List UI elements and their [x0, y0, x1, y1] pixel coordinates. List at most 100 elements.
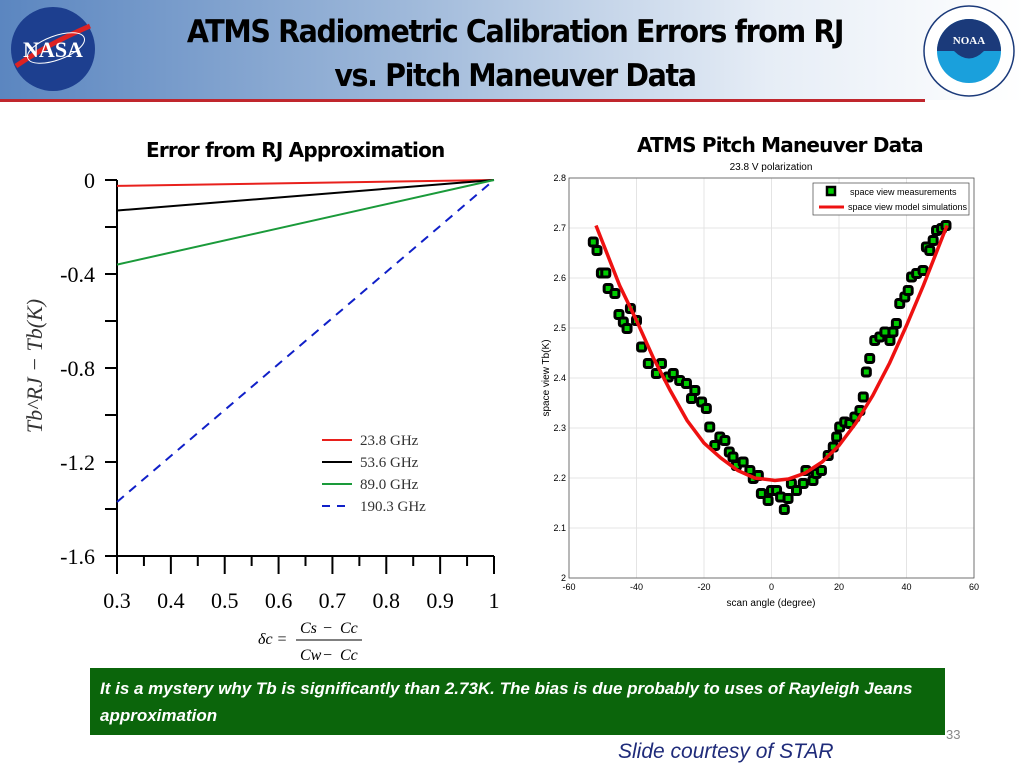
y-tick-label: -1.6 — [60, 544, 95, 569]
figure-panel — [540, 158, 986, 612]
legend-label-measurements: space view measurements — [850, 187, 957, 197]
data-point — [890, 318, 902, 329]
data-point — [704, 421, 716, 433]
data-point — [778, 504, 790, 515]
data-point — [831, 431, 843, 443]
legend-marker-measurements — [825, 185, 837, 197]
data-point — [884, 335, 896, 346]
data-point — [917, 265, 929, 276]
x-tick-label: 0.8 — [373, 588, 401, 613]
formula-num-b: Cc — [340, 620, 358, 637]
formula-lhs: δc = — [258, 631, 287, 648]
y-tick-label: -0.4 — [60, 262, 95, 287]
y-tick-label: 0 — [84, 168, 95, 193]
y-tick-label: 2.5 — [553, 323, 566, 333]
x-tick-label: 1 — [489, 588, 500, 613]
nasa-logo: NASA — [11, 7, 95, 91]
x-tick-label: 20 — [834, 582, 844, 592]
data-point — [700, 403, 712, 414]
data-point — [737, 456, 749, 468]
legend: space view measurements space view model… — [812, 182, 970, 216]
legend-label: 53.6 GHz — [360, 455, 419, 471]
y-tick-label: 2.1 — [553, 523, 566, 533]
data-point — [680, 378, 692, 389]
data-point — [621, 323, 633, 334]
data-point — [755, 488, 767, 499]
x-tick-label: 0 — [769, 582, 774, 592]
data-point — [709, 440, 721, 451]
data-point — [642, 358, 654, 369]
x-tick-label: -60 — [562, 582, 575, 592]
x-tick-label: -20 — [697, 582, 710, 592]
title-line-2: vs. Pitch Maneuver Data — [334, 58, 697, 94]
slide-title: ATMS Radiometric Calibration Errors from… — [152, 10, 879, 98]
x-axis-label: scan angle (degree) — [727, 598, 816, 609]
y-tick-label: 2.6 — [553, 273, 566, 283]
y-tick-label: -0.8 — [60, 356, 95, 381]
x-tick-label: 60 — [969, 582, 979, 592]
x-tick-label: 0.6 — [265, 588, 293, 613]
x-tick-label: -40 — [630, 582, 643, 592]
y-axis-label: space view Tb(K) — [541, 339, 552, 416]
y-tick-label: 2.3 — [553, 423, 566, 433]
left-chart-title: Error from RJ Approximation — [146, 138, 445, 162]
y-tick-label: 2.8 — [553, 173, 566, 183]
slide-courtesy: Slide courtesy of STAR — [618, 740, 834, 763]
formula-num-a: Cs — [300, 620, 317, 637]
y-tick-label: 2.2 — [553, 473, 566, 483]
header-divider — [0, 99, 925, 102]
legend-label: 23.8 GHz — [360, 433, 419, 449]
data-point — [719, 435, 731, 446]
x-tick-label: 0.9 — [426, 588, 454, 613]
legend: 23.8 GHz 53.6 GHz 89.0 GHz 190.3 GHz — [322, 433, 426, 515]
data-point — [815, 465, 827, 476]
data-point — [762, 495, 774, 506]
y-axis-label: Tb^RJ − Tb(K) — [22, 299, 47, 433]
title-line-1: ATMS Radiometric Calibration Errors from… — [186, 14, 845, 50]
y-tick-label: -1.2 — [60, 450, 95, 475]
x-tick-label: 0.5 — [211, 588, 239, 613]
data-point — [782, 493, 794, 504]
formula: δc = Cs − Cc Cw − Cc — [258, 620, 362, 664]
formula-minus: − — [323, 647, 332, 664]
y-tick-label: 2.7 — [553, 223, 566, 233]
data-point — [609, 288, 621, 299]
data-point — [797, 478, 809, 489]
data-point — [636, 341, 648, 353]
y-tick-label: 2.4 — [553, 373, 566, 383]
data-point — [591, 245, 603, 256]
plot-frame — [568, 177, 975, 579]
formula-minus: − — [323, 620, 332, 637]
legend-label-simulations: space view model simulations — [848, 202, 968, 212]
noaa-logo: NOAA — [923, 5, 1015, 97]
data-point — [600, 267, 612, 279]
series-line-890 — [116, 179, 495, 266]
data-point — [667, 368, 679, 379]
formula-den-b: Cc — [340, 647, 358, 664]
x-tick-label: 0.7 — [319, 588, 347, 613]
data-point — [689, 385, 701, 396]
x-tick-label: 0.4 — [157, 588, 185, 613]
data-point — [857, 391, 869, 403]
right-chart-heading: ATMS Pitch Maneuver Data — [637, 133, 924, 157]
data-point — [887, 326, 899, 338]
legend-label: 89.0 GHz — [360, 477, 419, 493]
rj-error-chart: 0-0.4-0.8-1.2-1.60.3 0.4 0.5 0.6 0.7 0.8 0.9 1 … — [22, 168, 500, 664]
y-tick-label: 2 — [561, 573, 566, 583]
series-line-1903 — [116, 179, 495, 503]
formula-den-a: Cw — [300, 647, 322, 664]
data-point — [727, 451, 739, 463]
svg-text:NOAA: NOAA — [953, 35, 985, 47]
x-tick-label: 0.3 — [103, 588, 131, 613]
legend-box — [812, 182, 970, 216]
data-point — [924, 245, 936, 256]
series-line-238 — [116, 179, 495, 187]
data-point — [860, 366, 872, 378]
plot-subtitle: 23.8 V polarization — [730, 162, 813, 173]
data-point — [927, 235, 939, 246]
data-point — [864, 353, 876, 364]
svg-text:NASA: NASA — [23, 37, 83, 62]
data-point — [790, 485, 802, 496]
conclusion-note: It is a mystery why Tb is significantly … — [90, 668, 945, 735]
page-number: 33 — [946, 727, 961, 742]
